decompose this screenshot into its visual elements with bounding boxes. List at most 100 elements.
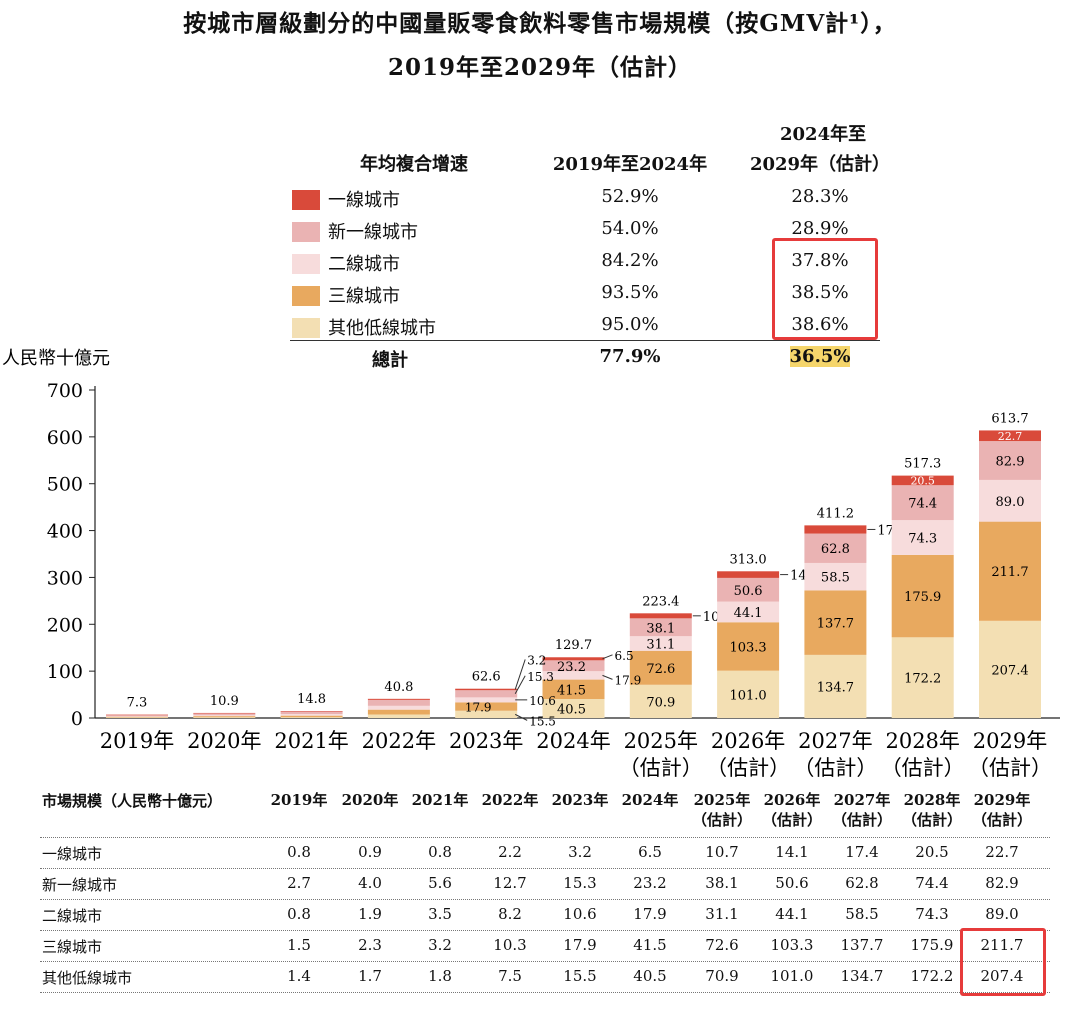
cagr-total-row: 總計 77.9% 36.5% [290, 342, 880, 374]
x-tick-label: 2019年 [100, 729, 174, 753]
bar-segment [280, 717, 343, 718]
bar-segment [542, 699, 605, 718]
bar-segment [455, 688, 518, 691]
data-label: 101.0 [729, 688, 766, 703]
table-cell: 15.5 [563, 967, 597, 985]
data-label: 40.5 [557, 703, 586, 718]
legend-label: 新一線城市 [328, 222, 418, 243]
total-label: 14.8 [297, 692, 326, 707]
table-cell: 4.0 [358, 874, 382, 892]
data-label: 17.9 [615, 673, 642, 687]
total-label: 10.9 [210, 694, 239, 709]
legend-swatch [292, 318, 320, 338]
data-label: 22.7 [998, 430, 1023, 443]
bar-segment [979, 479, 1041, 522]
table-header-cell: 2023年 [551, 791, 609, 809]
bar-segment [367, 705, 430, 710]
bar-segment [629, 618, 692, 637]
table-cell: 2.2 [498, 843, 522, 861]
table-cell: 89.0 [985, 905, 1019, 923]
bar-segment [193, 717, 256, 718]
table-cell: 172.2 [910, 967, 954, 985]
bar-segment [193, 715, 256, 717]
x-tick-label: 2023年 [449, 729, 523, 753]
legend-swatch [292, 254, 320, 274]
bar-segment [367, 699, 430, 706]
cagr-header-label: 年均複合增速 [360, 154, 468, 175]
table-header-cell: 2026年 （估計） [761, 791, 822, 829]
cagr-table: 2024年至 年均複合增速 2019年至2024年 2029年（估計） 一線城市… [290, 118, 890, 378]
data-label: 72.6 [646, 662, 675, 677]
table-cell: 41.5 [633, 936, 667, 954]
table-cell: 101.0 [770, 967, 814, 985]
y-tick-label: 0 [71, 708, 83, 730]
chart-subtitle: 2019年至2029年（估計） [387, 54, 693, 81]
bar-segment [979, 521, 1041, 621]
legend-swatch [292, 286, 320, 306]
cagr-row: 二線城市 84.2% 37.8% [290, 246, 880, 278]
table-cell: 175.9 [910, 936, 954, 954]
total-label: 313.0 [729, 552, 766, 567]
data-label: 62.8 [821, 542, 850, 557]
legend-label: 三線城市 [328, 286, 400, 307]
data-label: 134.7 [817, 680, 854, 695]
table-cell: 207.4 [980, 967, 1024, 985]
bar-segment [280, 711, 343, 712]
table-cell: 50.6 [775, 874, 809, 892]
x-tick-label: 2020年 [187, 729, 261, 753]
bar-segment [717, 601, 780, 623]
table-cell: 103.3 [770, 936, 814, 954]
table-cell: 38.1 [705, 874, 739, 892]
y-axis-label: 人民幣十億元 [2, 348, 110, 369]
cagr-highlight-box [772, 238, 878, 340]
bar-segment [455, 690, 518, 698]
cagr-header-col2-line1: 2024年至 [780, 124, 867, 145]
cagr-value-2019-2024: 84.2% [601, 250, 659, 271]
y-tick-label: 300 [47, 567, 83, 589]
table-cell: 31.1 [705, 905, 739, 923]
bar-segment [629, 636, 692, 651]
data-label: 6.5 [615, 649, 634, 663]
bar-segment [193, 713, 256, 716]
table-cell: 8.2 [498, 905, 522, 923]
data-label-leader [514, 713, 528, 721]
bar-segment [367, 698, 430, 700]
x-tick-label: （估計） [968, 756, 1052, 780]
bar-segment [106, 715, 168, 717]
data-label: 207.4 [991, 663, 1028, 678]
bar-segment [106, 714, 168, 716]
bar-segment [979, 620, 1041, 718]
bar-segment [717, 622, 780, 671]
table-cell: 1.7 [358, 967, 382, 985]
table-header-cell: 2029年 （估計） [971, 791, 1032, 829]
data-label: 58.5 [821, 571, 850, 586]
data-label: 172.2 [904, 672, 941, 687]
cagr-row: 其他低線城市 95.0% 38.6% [290, 310, 880, 342]
cagr-value-2019-2024: 93.5% [601, 282, 659, 303]
legend-swatch [292, 222, 320, 242]
x-tick-label: 2029年 [973, 729, 1047, 753]
bar-segment [629, 650, 692, 685]
table-row: 二線城市 0.8 1.9 3.5 8.2 10.6 17.9 31.1 44.1 58.5 74.3… [40, 899, 1050, 929]
table-row-label: 二線城市 [42, 907, 103, 925]
table-header-cell: 2022年 [481, 791, 539, 809]
data-label: 23.2 [557, 660, 586, 675]
bar-segment [891, 554, 954, 638]
table-cell: 134.7 [840, 967, 884, 985]
table-cell: 3.2 [428, 936, 452, 954]
total-label: 40.8 [384, 680, 413, 695]
table-row-label: 三線城市 [42, 938, 103, 956]
bar-segment [542, 660, 605, 672]
bar-segment [280, 711, 343, 715]
total-label: 517.3 [904, 457, 941, 472]
table-header-cell: 2025年 （估計） [691, 791, 752, 829]
bar-segment [891, 475, 954, 486]
bar-segment [891, 637, 954, 718]
cagr-row: 三線城市 93.5% 38.5% [290, 278, 880, 310]
x-tick-label: （估計） [706, 756, 790, 780]
table-cell: 3.5 [428, 905, 452, 923]
total-label: 7.3 [127, 696, 148, 711]
table-cell: 17.9 [563, 936, 597, 954]
data-label: 17.9 [465, 701, 492, 715]
bar-segment [542, 671, 605, 680]
